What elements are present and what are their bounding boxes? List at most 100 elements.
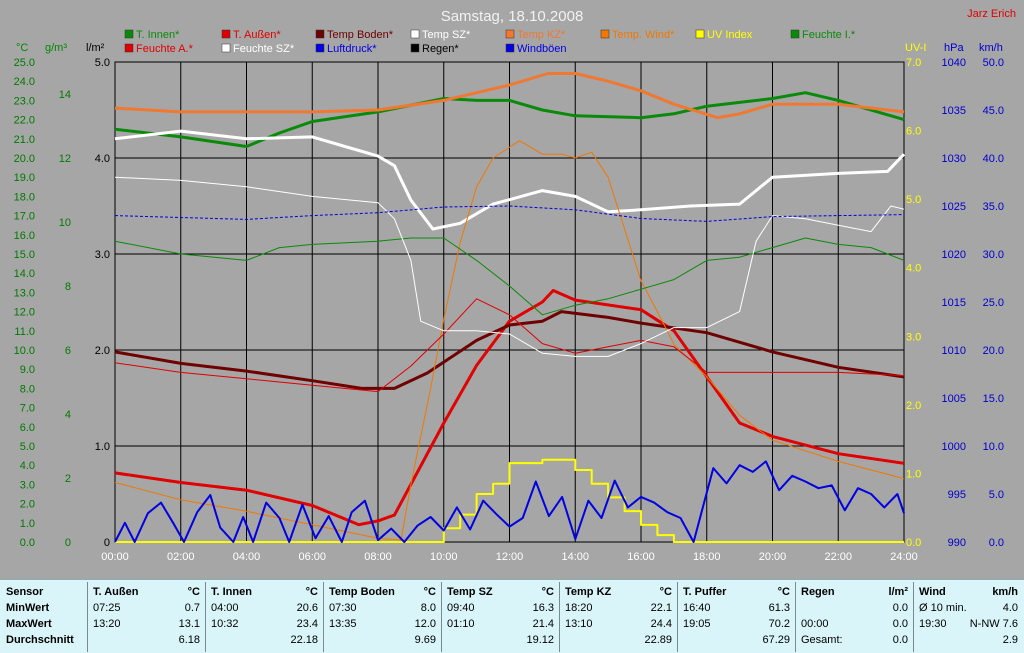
temp-tick-label: 6.0 bbox=[20, 422, 35, 434]
pressure-tick-label: 1030 bbox=[942, 153, 966, 165]
stats-max-value: N-NW 7.6 bbox=[969, 618, 1018, 630]
stats-header-row: Regen l/m² bbox=[796, 584, 914, 600]
temp-tick-label: 11.0 bbox=[14, 326, 35, 338]
x-tick-label: 00:00 bbox=[101, 551, 129, 563]
series-line bbox=[114, 289, 905, 527]
wind-tick-label: 45.0 bbox=[983, 105, 1004, 117]
legend-swatch bbox=[410, 29, 420, 39]
stats-min-row: 18:20 22.1 bbox=[560, 600, 678, 616]
stats-max-row: 19:05 70.2 bbox=[678, 616, 796, 632]
stats-min-time: 16:40 bbox=[683, 602, 711, 614]
legend-swatch bbox=[315, 29, 325, 39]
stats-max-value: 12.0 bbox=[414, 618, 436, 630]
stats-row-label: MinWert bbox=[6, 602, 50, 614]
stats-avg-value: 19.12 bbox=[526, 634, 554, 646]
temp-tick-label: 22.0 bbox=[14, 115, 35, 127]
temp-tick-label: 1.0 bbox=[20, 518, 35, 530]
stats-avg-value: 67.29 bbox=[762, 634, 790, 646]
stats-min-time: 09:40 bbox=[447, 602, 475, 614]
legend-swatch bbox=[410, 43, 420, 53]
stats-max-row: 00:00 0.0 bbox=[796, 616, 914, 632]
stats-max-value: 21.4 bbox=[532, 618, 554, 630]
temp-tick-label: 20.0 bbox=[14, 153, 35, 165]
humidity-tick-label: 14 bbox=[59, 89, 71, 101]
stats-unit: °C bbox=[305, 586, 318, 598]
stats-min-row: Ø 10 min. 4.0 bbox=[914, 600, 1024, 616]
author-label: Jarz Erich bbox=[967, 8, 1016, 20]
stats-avg-value: 6.18 bbox=[178, 634, 200, 646]
temp-tick-label: 25.0 bbox=[14, 57, 35, 69]
series-line bbox=[115, 458, 904, 543]
rain-tick-label: 4.0 bbox=[95, 153, 110, 165]
pressure-tick-label: 1040 bbox=[942, 57, 966, 69]
stats-max-time: 19:05 bbox=[683, 618, 711, 630]
stats-header-row: T. Puffer °C bbox=[678, 584, 796, 600]
stats-avg-row: 2.9 bbox=[914, 632, 1024, 648]
x-tick-label: 10:00 bbox=[430, 551, 458, 563]
stats-separator bbox=[913, 582, 914, 652]
stats-block-temp-boden: Temp Boden °C 07:30 8.0 13:35 12.0 9.69 bbox=[324, 584, 442, 652]
stats-unit: °C bbox=[659, 586, 672, 598]
temp-tick-label: 19.0 bbox=[14, 172, 35, 184]
stats-row-label: Durchschnitt bbox=[6, 634, 74, 646]
stats-sensor-name: Temp Boden bbox=[329, 586, 395, 598]
stats-sensor-name: Wind bbox=[919, 586, 946, 598]
stats-min-row: 09:40 16.3 bbox=[442, 600, 560, 616]
legend-label: Feuchte SZ* bbox=[233, 43, 295, 55]
legend-swatch bbox=[790, 29, 800, 39]
x-tick-label: 22:00 bbox=[824, 551, 852, 563]
stats-max-row: 13:20 13.1 bbox=[88, 616, 206, 632]
stats-block-temp-kz: Temp KZ °C 18:20 22.1 13:10 24.4 22.89 bbox=[560, 584, 678, 652]
stats-row: MinWert bbox=[2, 600, 88, 616]
stats-avg-value: 9.69 bbox=[414, 634, 436, 646]
stats-block-temp-sz: Temp SZ °C 09:40 16.3 01:10 21.4 19.12 bbox=[442, 584, 560, 652]
legend-label: Temp Boden* bbox=[327, 29, 394, 41]
temp-tick-label: 8.0 bbox=[20, 383, 35, 395]
stats-separator bbox=[559, 582, 560, 652]
legend-label: T. Innen* bbox=[136, 29, 180, 41]
wind-tick-label: 0.0 bbox=[989, 537, 1004, 549]
uv-tick-label: 5.0 bbox=[906, 194, 921, 206]
pressure-tick-label: 1000 bbox=[942, 441, 966, 453]
stats-avg-row: 67.29 bbox=[678, 632, 796, 648]
stats-sensor-name: T. Puffer bbox=[683, 586, 727, 598]
stats-separator bbox=[87, 582, 88, 652]
stats-block-t-innen: T. Innen °C 04:00 20.6 10:32 23.4 22.18 bbox=[206, 584, 324, 652]
pressure-tick-label: 1005 bbox=[942, 393, 966, 405]
legend-label: Temp. Wind* bbox=[612, 29, 675, 41]
stats-max-value: 70.2 bbox=[768, 618, 790, 630]
stats-max-time: 13:20 bbox=[93, 618, 121, 630]
stats-row: MaxWert bbox=[2, 616, 88, 632]
stats-sensor-name: T. Außen bbox=[93, 586, 139, 598]
stats-header-row: Wind km/h bbox=[914, 584, 1024, 600]
axis-units: °C g/m³ l/m² UV-I hPa km/h bbox=[16, 42, 1003, 54]
weather-chart: Samstag, 18.10.2008 Jarz Erich T. Innen*… bbox=[14, 8, 1016, 563]
humidity-unit-label: g/m³ bbox=[45, 42, 67, 54]
stats-min-time: 07:30 bbox=[329, 602, 357, 614]
legend-label: Temp SZ* bbox=[422, 29, 471, 41]
stats-min-value: 0.7 bbox=[184, 602, 200, 614]
wind-tick-label: 40.0 bbox=[983, 153, 1004, 165]
stats-max-value: 0.0 bbox=[892, 618, 908, 630]
series-line bbox=[114, 129, 906, 231]
uv-unit-label: UV-I bbox=[905, 42, 926, 54]
stats-separator bbox=[795, 582, 796, 652]
legend-label: Regen* bbox=[422, 43, 459, 55]
stats-header-row: T. Außen °C bbox=[88, 584, 206, 600]
uv-tick-label: 6.0 bbox=[906, 126, 921, 138]
temp-unit-label: °C bbox=[16, 42, 28, 54]
stats-block-wind: Wind km/h Ø 10 min. 4.0 19:30 N-NW 7.6 2.9 bbox=[914, 584, 1024, 652]
stats-avg-value: 0.0 bbox=[892, 634, 908, 646]
stats-min-row: 07:25 0.7 bbox=[88, 600, 206, 616]
stats-avg-row: 22.89 bbox=[560, 632, 678, 648]
stats-max-time: 13:10 bbox=[565, 618, 593, 630]
x-tick-label: 16:00 bbox=[627, 551, 655, 563]
humidity-tick-label: 4 bbox=[65, 409, 71, 421]
chart-title: Samstag, 18.10.2008 bbox=[441, 8, 584, 25]
legend-label: Windböen bbox=[517, 43, 567, 55]
stats-avg-value: 2.9 bbox=[1002, 634, 1018, 646]
temp-tick-label: 18.0 bbox=[14, 191, 35, 203]
axis-ticks: 0.0 1.0 2.0 3.0 4.0 5.0 6.0 7.0 8.0 9.0 10.0 11.0 12… bbox=[14, 57, 1004, 563]
legend-swatch bbox=[505, 43, 515, 53]
x-tick-label: 12:00 bbox=[496, 551, 524, 563]
